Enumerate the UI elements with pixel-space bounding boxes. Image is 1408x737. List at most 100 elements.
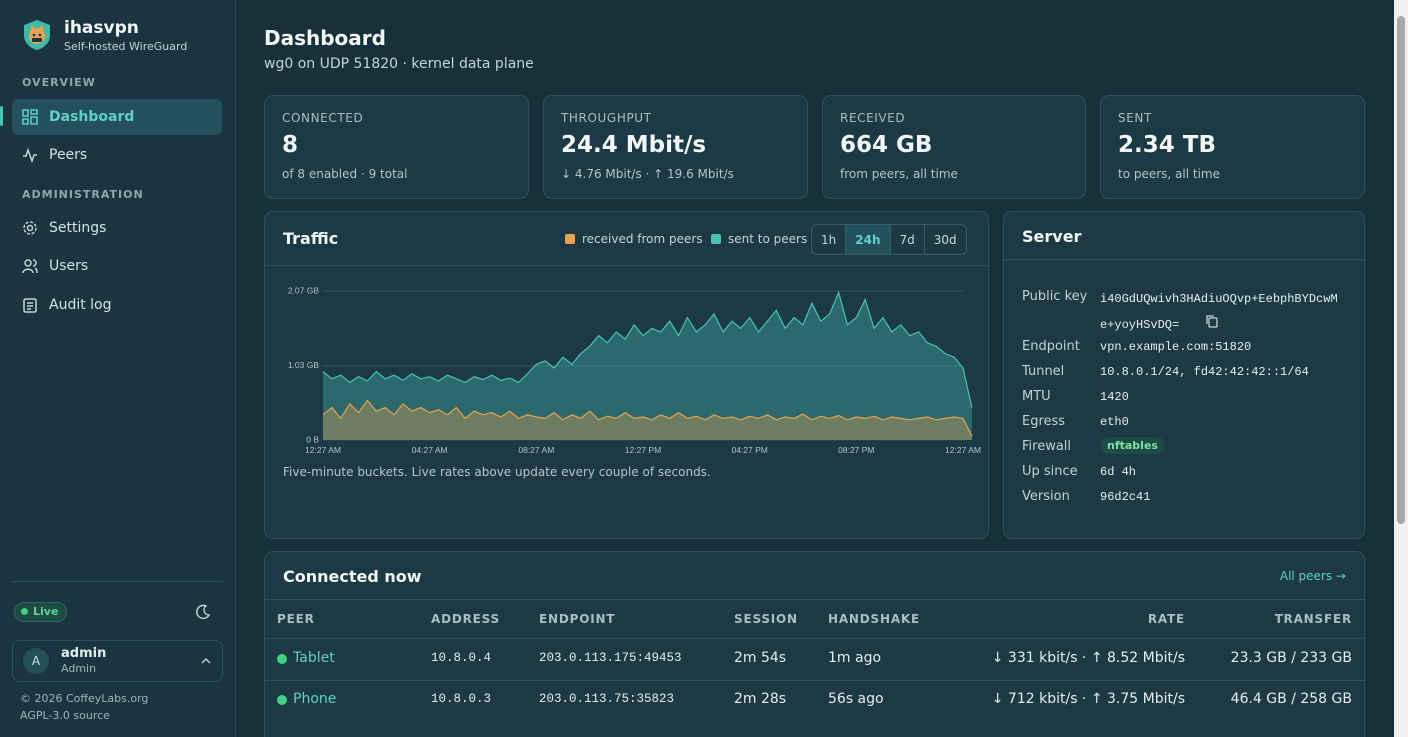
column-header: ADDRESS	[431, 612, 500, 626]
table-cell: 203.0.113.175:49453	[539, 651, 682, 665]
table-cell: 10.8.0.4	[431, 651, 492, 665]
server-value: i40GdUQwivh3HAdiuOQvp+EebphBYDcwMe+yoyHS…	[1100, 292, 1338, 332]
nav-item[interactable]: Users	[12, 248, 222, 284]
stat-label: SENT	[1118, 111, 1152, 125]
series-line	[322, 290, 973, 408]
legend-label: received from peers	[582, 232, 703, 246]
y-tick-label: 0 B	[306, 434, 319, 444]
table-cell: 203.0.113.75:35823	[539, 692, 675, 706]
server-value: 96d2c41	[1100, 490, 1151, 504]
nav-label: Dashboard	[49, 109, 135, 125]
nav-label: Users	[49, 258, 89, 274]
scrollbar[interactable]	[1394, 0, 1408, 737]
column-header: ENDPOINT	[539, 612, 616, 626]
brand: ihasvpn	[64, 18, 139, 38]
chevron	[201, 658, 211, 664]
status-dot	[277, 654, 287, 664]
server-value: 10.8.0.1/24, fd42:42:42::1/64	[1100, 365, 1309, 379]
server-label: Public key	[1022, 289, 1088, 304]
range-option[interactable]: 30d	[933, 232, 957, 247]
legend-swatch	[711, 234, 721, 244]
traffic-chart: 0 B 1.03 GB 2.07 GB 12:27 AM 04:27 AM 08:27 A…	[288, 285, 981, 455]
server-label: MTU	[1022, 389, 1051, 404]
table-cell: 10.8.0.3	[431, 692, 492, 706]
section-heading: ADMINISTRATION	[22, 188, 144, 201]
divider	[1004, 259, 1364, 260]
legend-item: received from peers	[565, 232, 703, 246]
x-tick-label: 12:27 PM	[625, 445, 661, 455]
stat-value: 8	[282, 132, 299, 158]
stat-value: 2.34 TB	[1118, 132, 1216, 158]
theme-toggle[interactable]	[195, 604, 211, 620]
status-dot	[277, 695, 287, 705]
table-cell: 23.3 GB / 233 GB	[1230, 650, 1352, 666]
section-heading: OVERVIEW	[22, 76, 96, 89]
live-label: Live	[33, 605, 59, 618]
active-indicator	[0, 106, 3, 126]
stat-value: 664 GB	[840, 132, 933, 158]
stat-note: of 8 enabled · 9 total	[282, 167, 408, 181]
stat-label: CONNECTED	[282, 111, 364, 125]
y-tick-label: 2.07 GB	[288, 285, 320, 295]
x-tick-label: 08:27 PM	[838, 445, 874, 455]
traffic-card: Traffic received from peers sent to peer…	[264, 211, 989, 539]
server-label: Firewall	[1022, 439, 1072, 454]
server-value: nftables	[1100, 437, 1165, 454]
nav-label: Peers	[49, 147, 88, 163]
peer-link[interactable]: Phone	[293, 691, 337, 707]
tagline: Self-hosted WireGuard	[64, 40, 188, 53]
user-role: Admin	[61, 662, 97, 675]
server-label: Egress	[1022, 414, 1066, 429]
divider	[265, 638, 1364, 639]
nav-item[interactable]: Audit log	[12, 287, 222, 323]
series-line	[322, 399, 973, 437]
stat-note: from peers, all time	[840, 167, 958, 181]
card-title: Traffic	[283, 229, 339, 248]
legend-label: sent to peers	[728, 232, 808, 246]
x-tick-label: 04:27 PM	[731, 445, 767, 455]
footer-line[interactable]: AGPL-3.0 source	[20, 709, 110, 722]
logo	[24, 20, 50, 50]
nav-item[interactable]: Dashboard	[12, 99, 222, 135]
page-title: Dashboard	[264, 26, 386, 50]
stat-label: THROUGHPUT	[561, 111, 652, 125]
scrollbar-thumb[interactable]	[1397, 16, 1405, 524]
user-menu[interactable]: A admin Admin	[12, 640, 223, 682]
x-tick-label: 12:27 AM	[305, 445, 341, 455]
range-selector: 1h 24h 7d 30d	[811, 224, 967, 255]
table-cell: 1m ago	[828, 650, 882, 666]
column-header: TRANSFER	[1274, 612, 1352, 626]
stat-note: ↓ 4.76 Mbit/s · ↑ 19.6 Mbit/s	[561, 167, 734, 181]
stat-card: SENT 2.34 TB to peers, all time	[1100, 95, 1365, 199]
range-option[interactable]: 7d	[891, 225, 925, 254]
table-cell: ↓ 712 kbit/s · ↑ 3.75 Mbit/s	[991, 691, 1185, 707]
card-title: Server	[1022, 227, 1082, 246]
legend-item: sent to peers	[711, 232, 807, 246]
legend-swatch	[565, 234, 575, 244]
table-cell: 46.4 GB / 258 GB	[1230, 691, 1352, 707]
stat-label: RECEIVED	[840, 111, 906, 125]
series-area	[323, 400, 972, 440]
stat-card: RECEIVED 664 GB from peers, all time	[822, 95, 1086, 199]
server-card: Server Public key i40GdUQwivh3HAdiuOQvp+E…	[1003, 211, 1365, 539]
page-subtitle: wg0 on UDP 51820 · kernel data plane	[264, 56, 534, 72]
range-option[interactable]: 24h	[846, 225, 891, 254]
nav-item[interactable]: Peers	[12, 137, 222, 173]
server-label: Tunnel	[1022, 364, 1065, 379]
nav-item[interactable]: Settings	[12, 210, 222, 246]
column-header: PEER	[277, 612, 315, 626]
divider	[12, 581, 223, 582]
range-option[interactable]: 1h	[812, 225, 847, 254]
table-cell: 2m 28s	[734, 691, 787, 707]
peer-link[interactable]: Tablet	[293, 650, 335, 666]
copy-button[interactable]	[1205, 314, 1219, 328]
server-value: 6d 4h	[1100, 465, 1137, 479]
server-value: 1420	[1100, 390, 1129, 404]
table-cell: 2m 54s	[734, 650, 787, 666]
column-header: HANDSHAKE	[828, 612, 921, 626]
live-badge: Live	[14, 602, 68, 622]
footer-line[interactable]: © 2026 CoffeyLabs.org	[20, 692, 149, 705]
server-value: vpn.example.com:51820	[1100, 340, 1252, 354]
all-peers-link[interactable]: All peers →	[1279, 569, 1346, 583]
server-label: Up since	[1022, 464, 1078, 479]
